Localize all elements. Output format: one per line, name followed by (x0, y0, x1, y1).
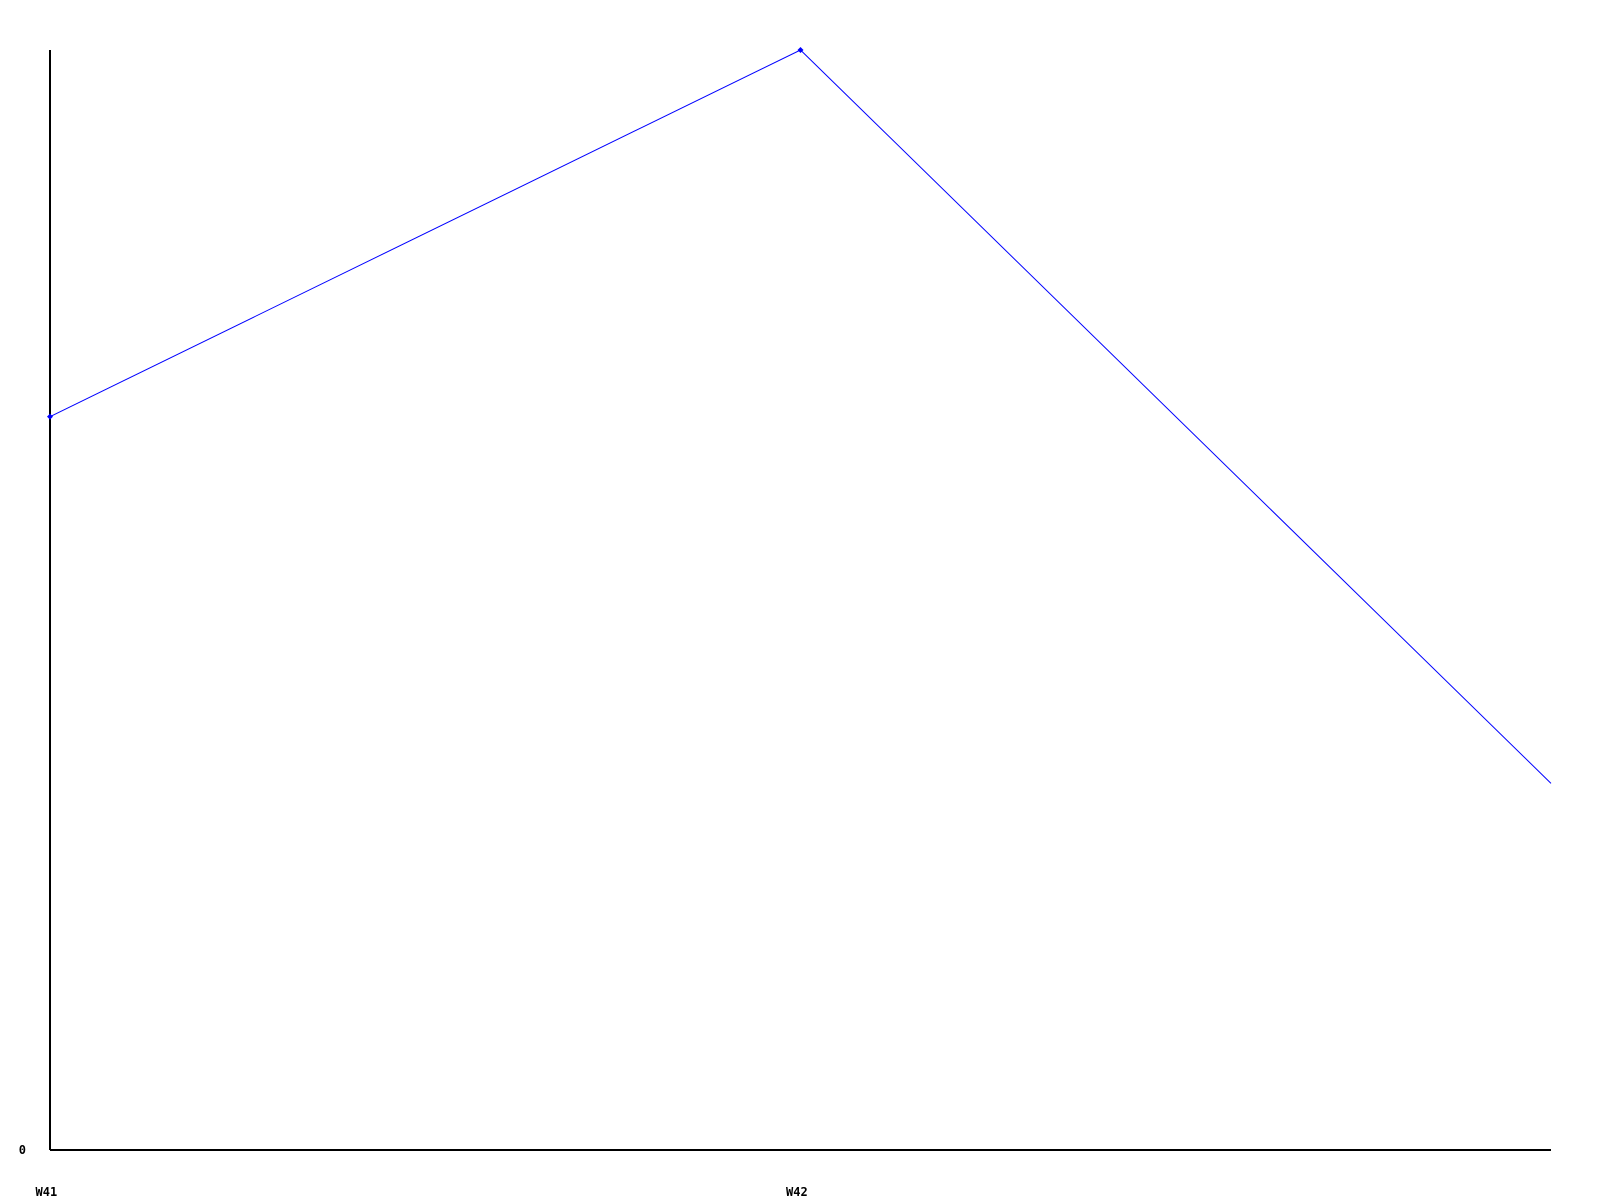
x-tick-label-w41: W41 2025 (36, 1157, 65, 1200)
x-tick-label-w42: W42 (786, 1157, 815, 1200)
data-point-marker (797, 47, 804, 53)
series-line (49, 49, 1552, 784)
x-tick-week-label: W41 (35, 1185, 58, 1199)
data-point-marker (47, 413, 53, 420)
y-tick-label-zero: 0 (18, 1143, 26, 1157)
x-tick-week-label: W42 (786, 1185, 808, 1199)
series-group (47, 47, 1552, 784)
